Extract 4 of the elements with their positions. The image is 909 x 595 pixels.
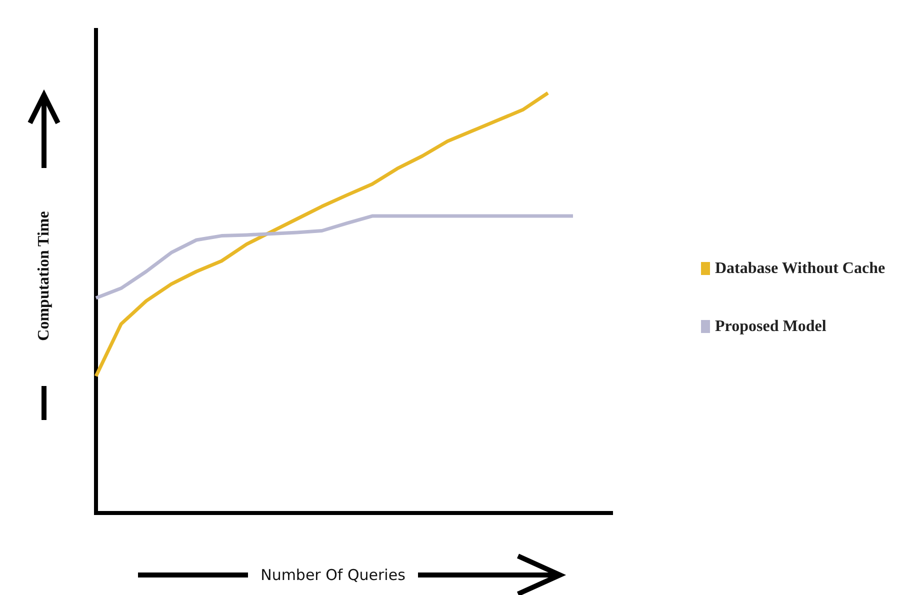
x-axis-title: Number Of Queries [260, 566, 406, 584]
legend-label: Proposed Model [715, 318, 827, 335]
legend-label: Database Without Cache [715, 260, 886, 277]
y-axis-title: Computation Time [36, 211, 52, 341]
